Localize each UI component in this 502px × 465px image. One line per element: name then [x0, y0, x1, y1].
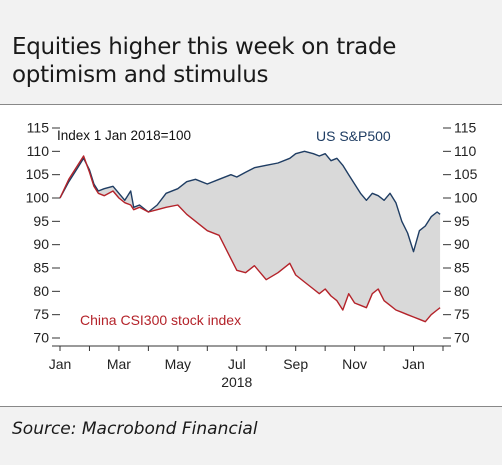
- plot-area: 70 70 75 75 80 80 85 85 90 90 95 95 100 100 105 105 110 1…: [0, 105, 502, 406]
- x-tick-label: Jul: [228, 356, 246, 372]
- y-tick-label-left: 80: [33, 283, 49, 299]
- y-tick-label-left: 95: [33, 213, 49, 229]
- y-tick-label-left: 110: [27, 143, 50, 159]
- y-tick-label-right: 70: [454, 330, 470, 346]
- index-annotation: Index 1 Jan 2018=100: [57, 128, 191, 143]
- y-tick-label-left: 100: [26, 190, 50, 206]
- y-tick-label-right: 90: [454, 236, 470, 252]
- chart-svg: 70 70 75 75 80 80 85 85 90 90 95 95 100 100 105 105 110 1…: [26, 120, 478, 391]
- y-tick-label-left: 115: [27, 120, 50, 136]
- axis-layer: 70 70 75 75 80 80 85 85 90 90 95 95 100 100 105 105 110 1…: [26, 120, 478, 391]
- x-tick-label: Jan: [402, 356, 425, 372]
- x-tick-label: Nov: [342, 356, 367, 372]
- y-tick-label-right: 75: [454, 306, 470, 322]
- y-tick-label-left: 90: [33, 236, 49, 252]
- x-tick-label: Sep: [283, 356, 308, 372]
- footer: Source: Macrobond Financial: [0, 406, 502, 465]
- y-tick-label-left: 70: [33, 330, 49, 346]
- china-csi300-line: [59, 155, 441, 323]
- us-sp500-label: US S&P500: [316, 128, 391, 144]
- y-tick-label-right: 105: [454, 166, 478, 182]
- y-tick-label-left: 85: [33, 260, 49, 276]
- y-tick-label-right: 110: [454, 143, 477, 159]
- x-tick-label: May: [165, 356, 191, 372]
- y-tick-label-right: 100: [454, 190, 478, 206]
- source-note: Source: Macrobond Financial: [12, 419, 258, 439]
- china-csi300-label: China CSI300 stock index: [80, 312, 241, 328]
- x-year-label: 2018: [221, 374, 252, 390]
- y-tick-label-right: 95: [454, 213, 470, 229]
- series-lines-layer: [59, 150, 441, 323]
- fill-between-area: [60, 151, 441, 322]
- title-block: Equities higher this week on trade optim…: [0, 0, 502, 105]
- chart-title-line-1: Equities higher this week on trade: [12, 34, 397, 60]
- fill-between-layer: [60, 151, 441, 322]
- x-tick-label: Mar: [107, 356, 131, 372]
- y-tick-label-left: 75: [33, 306, 49, 322]
- y-tick-label-left: 105: [26, 166, 50, 182]
- y-tick-label-right: 80: [454, 283, 470, 299]
- x-tick-label: Jan: [49, 356, 72, 372]
- chart-title-line-2: optimism and stimulus: [12, 62, 269, 88]
- y-tick-label-right: 85: [454, 260, 470, 276]
- y-tick-label-right: 115: [454, 120, 477, 136]
- us-sp500-line: [59, 150, 441, 253]
- chart-labels-layer: Index 1 Jan 2018=100 US S&P500 China CSI30…: [57, 128, 391, 328]
